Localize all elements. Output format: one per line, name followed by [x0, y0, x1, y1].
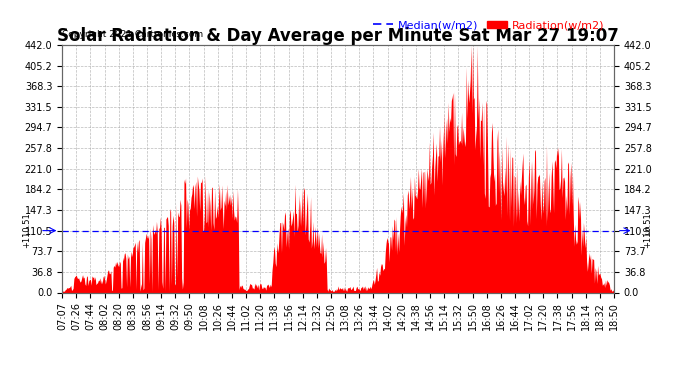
Text: Copyright 2021 Cartronics.com: Copyright 2021 Cartronics.com: [62, 30, 204, 39]
Title: Solar Radiation & Day Average per Minute Sat Mar 27 19:07: Solar Radiation & Day Average per Minute…: [57, 27, 619, 45]
Text: +110.51: +110.51: [642, 213, 652, 249]
Text: +110.51: +110.51: [21, 213, 31, 249]
Legend: Median(w/m2), Radiation(w/m2): Median(w/m2), Radiation(w/m2): [369, 16, 609, 35]
